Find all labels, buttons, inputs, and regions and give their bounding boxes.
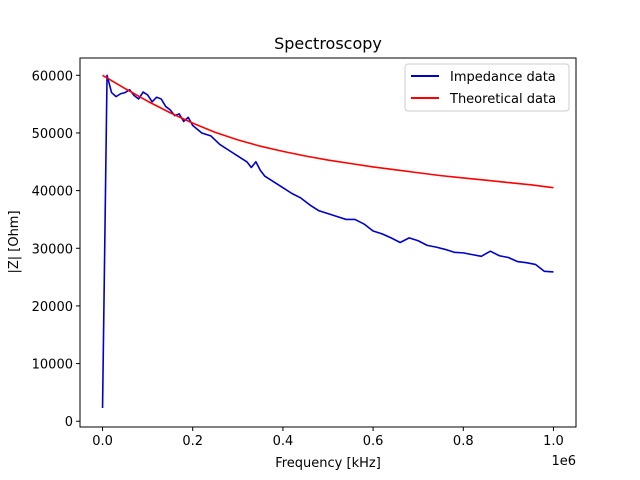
y-tick-label: 60000 bbox=[32, 69, 73, 84]
x-axis: 0.0 0.2 0.4 0.6 0.8 1.0 bbox=[92, 427, 564, 449]
x-tick-label: 0.4 bbox=[273, 434, 294, 449]
plot-area bbox=[80, 58, 576, 427]
x-tick-label: 0.6 bbox=[363, 434, 384, 449]
x-axis-title: Frequency [kHz] bbox=[275, 456, 381, 471]
x-tick-label: 0.8 bbox=[453, 434, 474, 449]
y-tick-label: 30000 bbox=[32, 242, 73, 257]
plot-frame bbox=[79, 57, 577, 428]
y-axis-title: |Z| [Ohm] bbox=[7, 210, 22, 273]
x-axis-offset-label: 1e6 bbox=[551, 454, 576, 469]
y-tick-label: 40000 bbox=[32, 185, 73, 200]
chart-title: Spectroscopy bbox=[274, 34, 382, 53]
series-layer bbox=[101, 74, 554, 408]
y-tick-label: 10000 bbox=[32, 358, 73, 373]
legend-label-theoretical: Theoretical data bbox=[449, 92, 556, 107]
series-line-0 bbox=[101, 74, 554, 408]
y-axis: 0 10000 20000 30000 40000 50000 60000 bbox=[32, 69, 80, 430]
y-tick-label: 0 bbox=[65, 415, 73, 430]
legend-label-impedance: Impedance data bbox=[450, 70, 556, 85]
x-tick-label: 1.0 bbox=[543, 434, 564, 449]
y-tick-label: 50000 bbox=[32, 127, 73, 142]
legend: Impedance data Theoretical data bbox=[404, 63, 570, 112]
series-line-1 bbox=[102, 74, 554, 189]
legend-box bbox=[404, 63, 570, 112]
x-tick-label: 0.2 bbox=[182, 434, 203, 449]
x-tick-label: 0.0 bbox=[92, 434, 113, 449]
y-tick-label: 20000 bbox=[32, 300, 73, 315]
